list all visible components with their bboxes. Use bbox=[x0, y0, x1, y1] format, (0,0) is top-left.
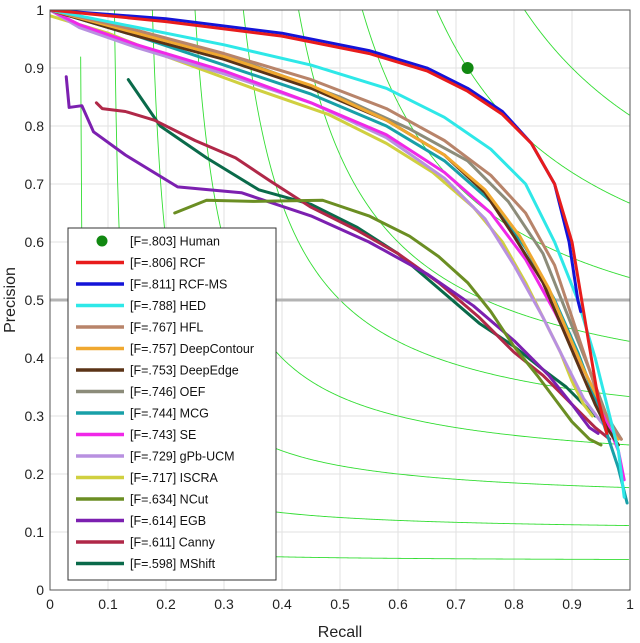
legend-label: [F=.803] Human bbox=[130, 235, 220, 249]
y-tick-label: 0.3 bbox=[25, 408, 45, 424]
legend-label: [F=.634] NCut bbox=[130, 493, 209, 507]
x-axis-label: Recall bbox=[318, 624, 362, 641]
y-tick-label: 0.7 bbox=[25, 176, 45, 192]
series-line bbox=[173, 198, 603, 447]
human-point-layer bbox=[461, 62, 474, 74]
legend-label: [F=.729] gPb-UCM bbox=[130, 450, 235, 464]
x-tick-label: 1 bbox=[626, 596, 634, 612]
y-tick-label: 0.8 bbox=[25, 118, 45, 134]
series-line bbox=[50, 10, 615, 435]
plot-frame bbox=[49, 9, 631, 591]
x-tick-label: 0.1 bbox=[98, 596, 118, 612]
y-tick-label: 1 bbox=[36, 2, 44, 18]
legend-label: [F=.757] DeepContour bbox=[130, 342, 254, 356]
y-tick-label: 0.6 bbox=[25, 234, 45, 250]
iso-f-curve bbox=[524, 10, 630, 116]
series-line bbox=[50, 10, 583, 314]
y-tick-label: 0.4 bbox=[25, 350, 45, 366]
legend-label: [F=.753] DeepEdge bbox=[130, 364, 239, 378]
legend-label: [F=.743] SE bbox=[130, 428, 196, 442]
human-point bbox=[461, 62, 474, 74]
x-tick-label: 0.7 bbox=[446, 596, 466, 612]
legend-label: [F=.788] HED bbox=[130, 299, 206, 313]
series-line bbox=[50, 10, 620, 447]
series-line bbox=[94, 101, 612, 441]
legend-label: [F=.744] MCG bbox=[130, 407, 209, 421]
legend-label: [F=.767] HFL bbox=[130, 321, 203, 335]
legend-label: [F=.611] Canny bbox=[130, 536, 216, 550]
legend: [F=.803] Human [F=.806] RCF [F=.811] RCF-M… bbox=[67, 227, 277, 581]
tick-labels: 0 0.1 0.2 0.3 0.4 0.5 0.6 0.7 0.8 0.9 1 0 0.1 0.2 0.3 0… bbox=[25, 2, 635, 612]
iso-f-curve bbox=[298, 10, 630, 342]
series-line bbox=[50, 10, 626, 499]
series-lines bbox=[50, 10, 629, 505]
x-tick-label: 0.6 bbox=[388, 596, 408, 612]
series-line bbox=[50, 10, 620, 441]
y-tick-label: 0.1 bbox=[25, 524, 45, 540]
legend-label: [F=.806] RCF bbox=[130, 256, 206, 270]
x-tick-label: 0.8 bbox=[504, 596, 524, 612]
legend-label: [F=.746] OEF bbox=[130, 385, 206, 399]
x-tick-label: 0.9 bbox=[562, 596, 582, 612]
y-tick-label: 0 bbox=[36, 582, 44, 598]
y-tick-label: 0.2 bbox=[25, 466, 45, 482]
y-tick-label: 0.5 bbox=[25, 292, 45, 308]
x-tick-label: 0 bbox=[46, 596, 54, 612]
y-tick-label: 0.9 bbox=[25, 60, 45, 76]
legend-label: [F=.811] RCF-MS bbox=[130, 278, 227, 292]
legend-label: [F=.717] ISCRA bbox=[130, 471, 219, 485]
y-axis-label: Precision bbox=[2, 267, 19, 333]
x-tick-label: 0.5 bbox=[330, 596, 350, 612]
x-tick-label: 0.4 bbox=[272, 596, 292, 612]
series-line bbox=[126, 78, 597, 418]
series-line bbox=[50, 10, 609, 435]
legend-marker-human bbox=[96, 235, 108, 247]
x-tick-label: 0.2 bbox=[156, 596, 176, 612]
iso-f-curve bbox=[242, 10, 630, 398]
series-line bbox=[64, 75, 600, 435]
x-tick-label: 0.3 bbox=[214, 596, 234, 612]
legend-label: [F=.598] MShift bbox=[130, 557, 216, 571]
legend-label: [F=.614] EGB bbox=[130, 514, 206, 528]
